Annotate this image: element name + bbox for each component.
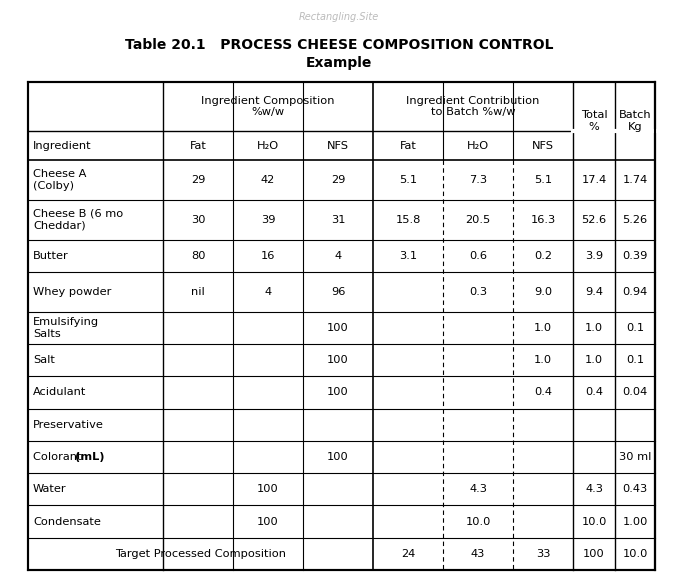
Text: 3.9: 3.9: [585, 251, 603, 261]
Text: Emulsifying
Salts: Emulsifying Salts: [33, 317, 99, 339]
Text: 10.0: 10.0: [622, 549, 647, 559]
Text: 4: 4: [334, 251, 342, 261]
Text: Rectangling.Site: Rectangling.Site: [299, 12, 379, 22]
Text: Preservative: Preservative: [33, 420, 104, 430]
Text: Acidulant: Acidulant: [33, 388, 86, 398]
Text: H₂O: H₂O: [257, 141, 279, 150]
Text: Salt: Salt: [33, 355, 55, 365]
Text: (mL): (mL): [75, 452, 104, 462]
Text: 3.1: 3.1: [399, 251, 417, 261]
Text: 0.6: 0.6: [469, 251, 487, 261]
Text: 0.1: 0.1: [626, 355, 644, 365]
Text: 96: 96: [331, 287, 345, 297]
Text: 0.04: 0.04: [622, 388, 647, 398]
Text: 20.5: 20.5: [465, 215, 491, 224]
Text: 17.4: 17.4: [581, 175, 607, 185]
Text: 100: 100: [257, 484, 279, 494]
Text: 5.1: 5.1: [399, 175, 417, 185]
Text: 7.3: 7.3: [469, 175, 487, 185]
Text: 1.0: 1.0: [585, 355, 603, 365]
Text: 43: 43: [471, 549, 485, 559]
Text: 10.0: 10.0: [581, 517, 607, 526]
Text: Fat: Fat: [399, 141, 416, 150]
Text: nil: nil: [191, 287, 205, 297]
Text: 1.0: 1.0: [534, 323, 552, 333]
Text: 24: 24: [401, 549, 415, 559]
Text: 4.3: 4.3: [585, 484, 603, 494]
Text: Butter: Butter: [33, 251, 68, 261]
Text: 42: 42: [261, 175, 275, 185]
Text: 100: 100: [327, 388, 349, 398]
Text: 100: 100: [257, 517, 279, 526]
Text: 52.6: 52.6: [582, 215, 607, 224]
Bar: [28, 82, 655, 570]
Text: 100: 100: [327, 355, 349, 365]
Text: 5.1: 5.1: [534, 175, 552, 185]
Text: 4.3: 4.3: [469, 484, 487, 494]
Text: 0.94: 0.94: [622, 287, 647, 297]
Text: Table 20.1   PROCESS CHEESE COMPOSITION CONTROL: Table 20.1 PROCESS CHEESE COMPOSITION CO…: [125, 38, 553, 52]
Text: 10.0: 10.0: [465, 517, 491, 526]
Text: 16.3: 16.3: [530, 215, 556, 224]
Text: 33: 33: [536, 549, 551, 559]
Text: Ingredient Contribution
to Batch %w/w: Ingredient Contribution to Batch %w/w: [406, 96, 540, 118]
Text: 80: 80: [191, 251, 205, 261]
Text: 0.43: 0.43: [622, 484, 647, 494]
Text: 31: 31: [331, 215, 345, 224]
Text: 1.00: 1.00: [622, 517, 647, 526]
Text: 0.3: 0.3: [469, 287, 487, 297]
Text: 1.0: 1.0: [534, 355, 552, 365]
Text: 0.1: 0.1: [626, 323, 644, 333]
Text: Cheese A
(Colby): Cheese A (Colby): [33, 169, 86, 191]
Text: 9.4: 9.4: [585, 287, 603, 297]
Text: Ingredient Composition
%w/w: Ingredient Composition %w/w: [201, 96, 335, 118]
Text: 100: 100: [327, 452, 349, 462]
Text: 0.2: 0.2: [534, 251, 552, 261]
Text: Total
%: Total %: [580, 110, 607, 132]
Text: Target Processed Composition: Target Processed Composition: [115, 549, 286, 559]
Text: 29: 29: [191, 175, 205, 185]
Text: Condensate: Condensate: [33, 517, 101, 526]
Text: Batch
Kg: Batch Kg: [619, 110, 652, 132]
Text: 0.4: 0.4: [585, 388, 603, 398]
Text: 4: 4: [264, 287, 272, 297]
Text: Example: Example: [306, 56, 372, 70]
Text: 5.26: 5.26: [622, 215, 647, 224]
Text: Water: Water: [33, 484, 66, 494]
Text: 29: 29: [331, 175, 345, 185]
Text: 100: 100: [583, 549, 605, 559]
Text: 16: 16: [261, 251, 275, 261]
Text: Whey powder: Whey powder: [33, 287, 111, 297]
Text: Fat: Fat: [190, 141, 206, 150]
Text: 1.74: 1.74: [622, 175, 647, 185]
Text: Ingredient: Ingredient: [33, 141, 92, 150]
Text: 0.39: 0.39: [622, 251, 647, 261]
Text: 30 ml: 30 ml: [619, 452, 651, 462]
Text: 15.8: 15.8: [395, 215, 420, 224]
Text: 100: 100: [327, 323, 349, 333]
Text: 9.0: 9.0: [534, 287, 552, 297]
Text: 0.4: 0.4: [534, 388, 552, 398]
Text: 39: 39: [261, 215, 275, 224]
Text: 1.0: 1.0: [585, 323, 603, 333]
Text: Colorant: Colorant: [33, 452, 85, 462]
Text: H₂O: H₂O: [467, 141, 489, 150]
Text: Cheese B (6 mo
Cheddar): Cheese B (6 mo Cheddar): [33, 209, 123, 230]
Text: NFS: NFS: [327, 141, 349, 150]
Text: 30: 30: [191, 215, 205, 224]
Text: NFS: NFS: [532, 141, 554, 150]
